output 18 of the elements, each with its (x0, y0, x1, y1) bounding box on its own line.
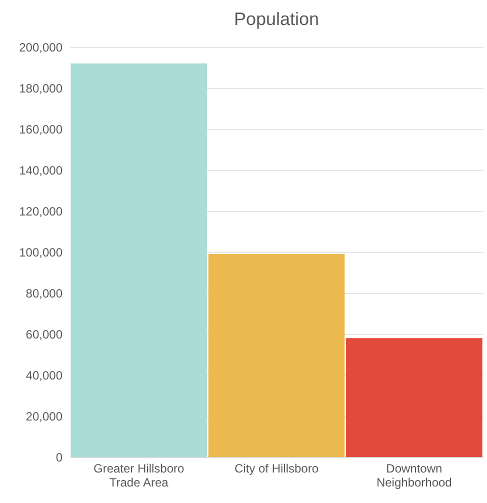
bar (70, 63, 207, 457)
bar (346, 338, 482, 457)
y-tick-label: 20,000 (26, 410, 63, 424)
y-tick-label: 120,000 (19, 204, 63, 218)
x-tick-label: Downtown Neighborhood (376, 462, 452, 490)
y-tick-label: 80,000 (26, 286, 63, 300)
chart-title: Population (234, 9, 320, 29)
y-tick-label: 0 (56, 450, 63, 464)
x-tick-label: Greater Hillsboro Trade Area (93, 462, 185, 490)
y-tick-label: 160,000 (19, 122, 63, 136)
y-tick-label: 100,000 (19, 246, 63, 260)
y-tick-label: 200,000 (19, 40, 63, 54)
bar (208, 254, 345, 457)
x-tick-label: City of Hillsboro (234, 462, 319, 476)
y-tick-label: 140,000 (19, 164, 63, 178)
y-tick-label: 40,000 (26, 368, 63, 382)
y-tick-label: 180,000 (19, 82, 63, 96)
y-tick-label: 60,000 (26, 328, 63, 342)
